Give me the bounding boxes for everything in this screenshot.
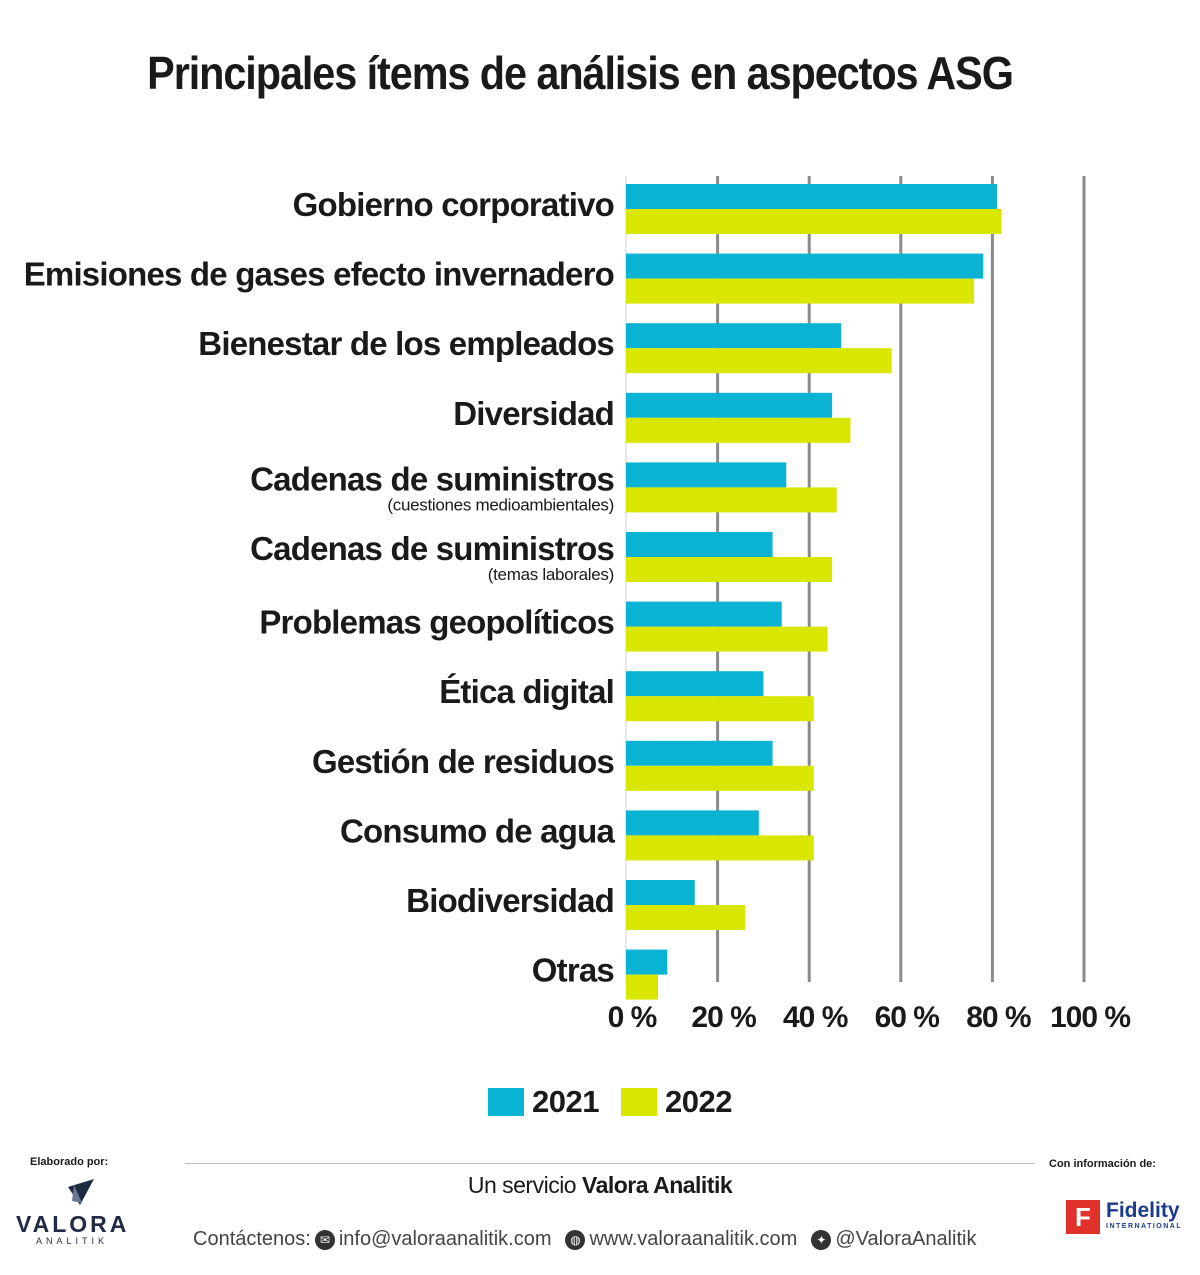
bar-2022-2 <box>626 278 975 304</box>
bar-2021-3 <box>626 323 842 349</box>
category-label-4: Diversidad <box>453 395 614 432</box>
bar-2022-4 <box>626 417 851 443</box>
valora-wordmark: VALORA <box>16 1211 130 1237</box>
elaborado-label: Elaborado por: <box>30 1156 109 1168</box>
bar-2021-8 <box>626 671 764 697</box>
category-label-5: Cadenas de suministros <box>250 460 614 497</box>
email-icon: ✉ <box>314 1229 335 1250</box>
globe-icon: ◍ <box>565 1229 586 1250</box>
chart-title: Principales ítems de análisis en aspecto… <box>147 47 1014 99</box>
category-label-3: Bienestar de los empleados <box>198 325 614 362</box>
bar-2021-11 <box>626 880 695 905</box>
category-sublabel-6: (temas laborales) <box>488 565 614 584</box>
fidelity-logo: F Fidelity INTERNATIONAL <box>1066 1200 1182 1234</box>
bar-2021-1 <box>626 184 997 209</box>
bar-2022-10 <box>626 835 814 861</box>
bar-2022-1 <box>626 209 1002 234</box>
x-tick-label-40: 40 % <box>783 1001 848 1034</box>
contact-label: Contáctenos: <box>193 1228 311 1250</box>
x-tick-label-0: 0 % <box>608 1001 657 1034</box>
bar-2021-9 <box>626 740 773 766</box>
con-informacion-label: Con información de: <box>1049 1158 1156 1170</box>
footer-divider <box>185 1163 1035 1164</box>
legend-swatch-2021 <box>488 1088 524 1116</box>
bar-2022-3 <box>626 348 892 374</box>
bar-2021-5 <box>626 462 787 488</box>
fidelity-mark-icon: F <box>1066 1200 1100 1234</box>
bar-2021-12 <box>626 949 668 975</box>
servicio-brand: Valora Analitik <box>582 1172 733 1198</box>
category-label-12: Otras <box>532 952 614 989</box>
bar-chart: Gobierno corporativo Emisiones de gases e… <box>24 176 1131 1034</box>
fidelity-wordmark: Fidelity <box>1106 1199 1180 1222</box>
bar-2021-6 <box>626 532 773 557</box>
servicio-prefix: Un servicio <box>467 1172 582 1198</box>
legend-item-2022: 2022 <box>620 1084 732 1120</box>
category-label-1: Gobierno corporativo <box>293 186 614 223</box>
category-label-2: Emisiones de gases efecto invernadero <box>24 256 614 293</box>
x-tick-label-80: 80 % <box>966 1001 1031 1034</box>
bar-2021-10 <box>626 810 759 836</box>
valora-subword: ANALITIK <box>35 1236 108 1246</box>
x-tick-label-60: 60 % <box>875 1001 940 1034</box>
bar-2022-11 <box>626 905 746 930</box>
bar-2021-4 <box>626 392 833 418</box>
contact-email[interactable]: info@valoraanalitik.com <box>338 1228 552 1250</box>
bar-2022-9 <box>626 765 814 791</box>
bar-2021-2 <box>626 253 984 279</box>
category-label-11: Biodiversidad <box>406 882 614 919</box>
legend-item-2021: 2021 <box>488 1084 599 1120</box>
category-sublabel-5: (cuestiones medioambientales) <box>387 495 614 514</box>
contact-twitter[interactable]: @ValoraAnalitik <box>835 1228 977 1250</box>
legend-label-2021: 2021 <box>532 1084 599 1119</box>
fidelity-subword: INTERNATIONAL <box>1106 1223 1183 1230</box>
twitter-icon: ✦ <box>811 1229 832 1250</box>
bar-2022-7 <box>626 626 828 652</box>
category-label-10: Consumo de agua <box>340 812 615 849</box>
bar-2022-8 <box>626 696 814 722</box>
bar-2021-7 <box>626 601 782 627</box>
contact-line: Contáctenos: ✉ info@valoraanalitik.com ◍… <box>193 1228 976 1251</box>
servicio-text: Un servicio Valora Analitik <box>0 1172 1200 1199</box>
legend-swatch-2022 <box>620 1088 657 1116</box>
bar-2022-5 <box>626 487 837 513</box>
category-label-8: Ética digital <box>439 673 614 710</box>
valora-logo-icon <box>68 1179 94 1205</box>
category-label-9: Gestión de residuos <box>312 743 614 780</box>
bar-2022-6 <box>626 557 833 582</box>
x-tick-label-100: 100 % <box>1050 1001 1130 1034</box>
legend-label-2022: 2022 <box>664 1084 732 1119</box>
category-label-7: Problemas geopolíticos <box>259 604 614 641</box>
legend: 2021 2022 <box>488 1084 754 1120</box>
bar-2022-12 <box>626 974 659 1000</box>
category-label-6: Cadenas de suministros <box>250 530 614 567</box>
x-tick-label-20: 20 % <box>691 1001 756 1034</box>
contact-web[interactable]: www.valoraanalitik.com <box>589 1228 798 1250</box>
